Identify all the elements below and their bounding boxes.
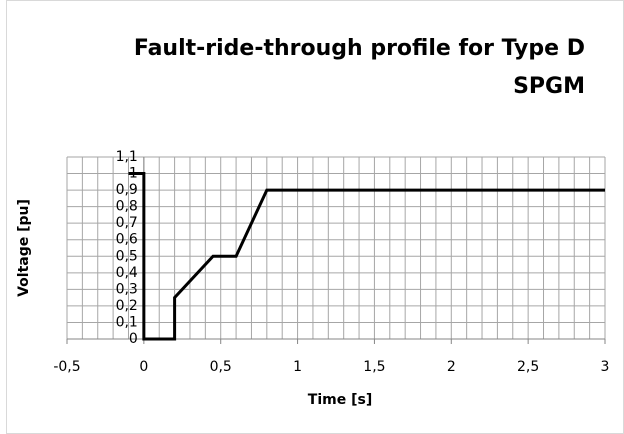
y-tick-label: 0	[129, 331, 138, 347]
y-tick-label: 0,2	[116, 298, 138, 314]
grid	[66, 156, 606, 344]
y-tick-label: 0,5	[116, 248, 138, 264]
y-tick-label: 0,8	[116, 199, 138, 215]
x-tick-label: 2,5	[517, 359, 539, 375]
x-tick-label: 0	[139, 359, 148, 375]
y-tick-label: 1	[129, 166, 138, 182]
y-tick-label: 0,3	[116, 281, 138, 297]
plot	[128, 172, 605, 341]
y-tick-label: 0,1	[116, 314, 138, 330]
x-tick-label: 1	[293, 359, 302, 375]
x-tick-label: 0,5	[210, 359, 232, 375]
x-tick-label: 3	[601, 359, 610, 375]
x-axis-label: Time [s]	[308, 392, 372, 408]
y-axis-label: Voltage [pu]	[16, 199, 32, 297]
y-tick-label: 0,9	[116, 182, 138, 198]
y-tick-label: 0,6	[116, 232, 138, 248]
x-tick-label: 2	[447, 359, 456, 375]
y-tick-label: 0,7	[116, 215, 138, 231]
y-tick-label: 1,1	[116, 149, 138, 165]
chart-title: Fault-ride-through profile for Type D SP…	[133, 36, 585, 99]
x-tick-label: -0,5	[53, 359, 80, 375]
series-line	[128, 172, 605, 341]
x-tick-label: 1,5	[363, 359, 385, 375]
y-tick-label: 0,4	[116, 265, 138, 281]
